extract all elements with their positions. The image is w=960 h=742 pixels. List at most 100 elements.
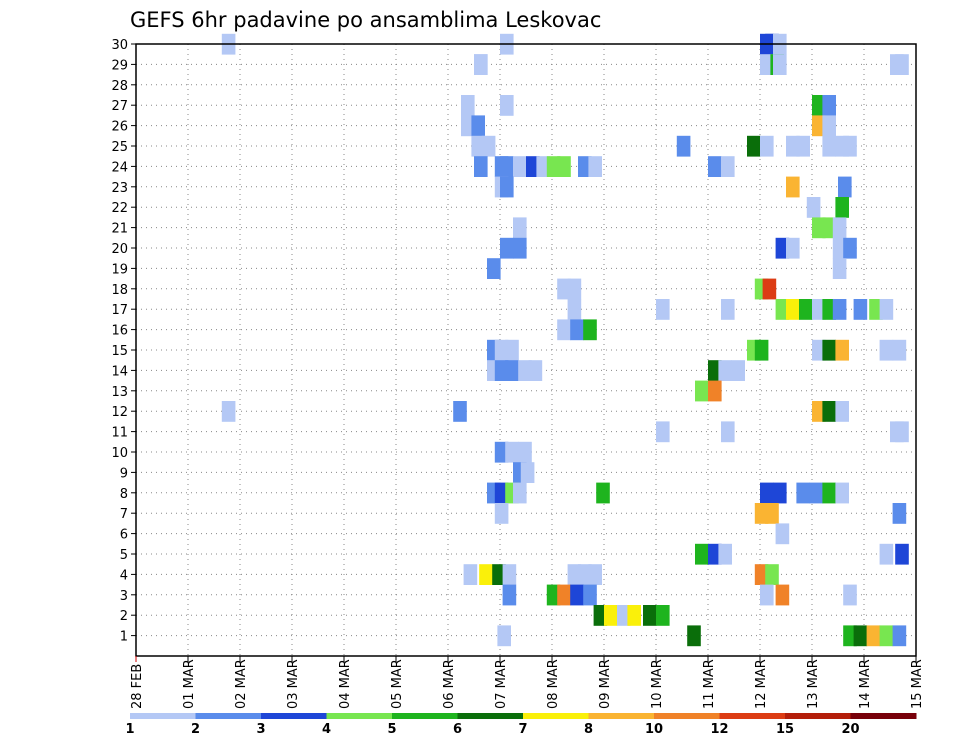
heat-cell xyxy=(643,605,657,626)
y-tick-label: 6 xyxy=(120,528,128,543)
x-tick-label: 03 MAR xyxy=(286,659,301,709)
heat-cell xyxy=(536,156,550,177)
heat-cell xyxy=(895,54,909,75)
heat-cell xyxy=(843,135,857,157)
heat-cell xyxy=(583,319,597,341)
heat-cell xyxy=(754,339,769,361)
heat-cell xyxy=(832,217,847,239)
heat-cell xyxy=(822,401,836,422)
heat-cell xyxy=(721,156,735,177)
heat-cell xyxy=(471,135,485,157)
y-tick-label: 22 xyxy=(111,201,128,216)
heat-cell xyxy=(695,380,709,402)
colorbar-tick-label: 4 xyxy=(322,722,331,737)
heat-cell xyxy=(809,482,823,504)
heat-cell xyxy=(596,482,610,504)
heat-cell xyxy=(843,584,857,606)
colorbar-segment xyxy=(326,713,393,719)
y-tick-label: 30 xyxy=(111,38,128,53)
heat-cell xyxy=(796,482,810,504)
heat-cell xyxy=(765,564,779,585)
colorbar-tick-label: 8 xyxy=(584,722,593,737)
heat-cell xyxy=(762,278,777,300)
heat-cell xyxy=(822,217,836,239)
colorbar-tick-label: 1 xyxy=(125,722,134,737)
heat-cell xyxy=(754,564,769,585)
heat-cell xyxy=(775,523,790,545)
heat-cell xyxy=(775,584,790,606)
colorbar-tick-label: 6 xyxy=(453,722,462,737)
data-cells xyxy=(221,33,909,647)
colorbar-segment xyxy=(850,713,917,719)
y-tick-label: 1 xyxy=(120,630,128,645)
heat-cell xyxy=(518,360,532,381)
heat-cell xyxy=(570,584,584,606)
heat-cell xyxy=(461,115,475,137)
heat-cell xyxy=(567,299,582,320)
heat-cell xyxy=(822,482,836,504)
heat-cell xyxy=(708,543,722,565)
colorbar-segment xyxy=(457,713,524,719)
y-tick-label: 12 xyxy=(111,405,128,420)
colorbar-segment xyxy=(195,713,262,719)
y-tick-label: 23 xyxy=(111,181,128,196)
colorbar-segment xyxy=(130,713,196,719)
heat-cell xyxy=(866,625,881,647)
heat-cell xyxy=(513,237,527,259)
heat-cell xyxy=(494,441,509,463)
heat-cell xyxy=(806,197,821,218)
heat-cell xyxy=(494,339,509,361)
heat-cell xyxy=(879,625,894,647)
heat-cell xyxy=(505,441,519,463)
heat-cell xyxy=(513,217,527,239)
colorbar-segment xyxy=(261,713,327,719)
heat-cell xyxy=(760,135,774,157)
heat-cell xyxy=(221,401,236,422)
heat-cell xyxy=(502,584,517,606)
heat-cell xyxy=(497,625,511,647)
x-tick-label: 06 MAR xyxy=(442,659,457,709)
heat-cell xyxy=(786,135,800,157)
y-tick-label: 7 xyxy=(120,507,128,522)
x-tick-label: 15 MAR xyxy=(910,659,925,709)
colorbar-tick-label: 12 xyxy=(710,722,728,737)
heat-cell xyxy=(775,237,790,259)
heat-cell xyxy=(570,319,584,341)
heat-cell xyxy=(786,299,800,320)
colorbar-segment xyxy=(588,713,655,719)
heat-cell xyxy=(526,156,540,177)
y-tick-label: 25 xyxy=(111,140,128,155)
heat-cell xyxy=(843,237,857,259)
chart-title: GEFS 6hr padavine po ansamblima Leskovac xyxy=(130,8,601,32)
heat-cell xyxy=(500,95,514,116)
heat-cell xyxy=(760,482,774,504)
colorbar-tick-label: 10 xyxy=(645,722,663,737)
heat-cell xyxy=(617,605,631,626)
heat-cell xyxy=(656,299,670,320)
heat-cell xyxy=(879,299,894,320)
y-tick-label: 14 xyxy=(111,364,128,379)
colorbar-tick-label: 3 xyxy=(256,722,265,737)
heat-cell xyxy=(494,360,509,381)
heat-cell xyxy=(513,156,527,177)
heat-cell xyxy=(786,176,800,198)
heat-cell xyxy=(513,482,527,504)
heat-cell xyxy=(879,543,894,565)
y-tick-label: 16 xyxy=(111,324,128,339)
heat-cell xyxy=(812,115,826,137)
heat-cell xyxy=(567,564,582,585)
colorbar-segment xyxy=(392,713,458,719)
colorbar-segment xyxy=(523,713,589,719)
heat-cell xyxy=(895,421,909,443)
heat-cell xyxy=(822,339,836,361)
heat-cell xyxy=(578,156,592,177)
heat-cell xyxy=(627,605,641,626)
x-tick-label: 28 FEB xyxy=(130,664,145,709)
y-tick-label: 28 xyxy=(111,79,128,94)
heat-cell xyxy=(500,156,514,177)
heat-cell xyxy=(812,217,826,239)
y-tick-label: 5 xyxy=(120,548,128,563)
heat-cell xyxy=(471,115,485,137)
heat-cell xyxy=(604,605,618,626)
